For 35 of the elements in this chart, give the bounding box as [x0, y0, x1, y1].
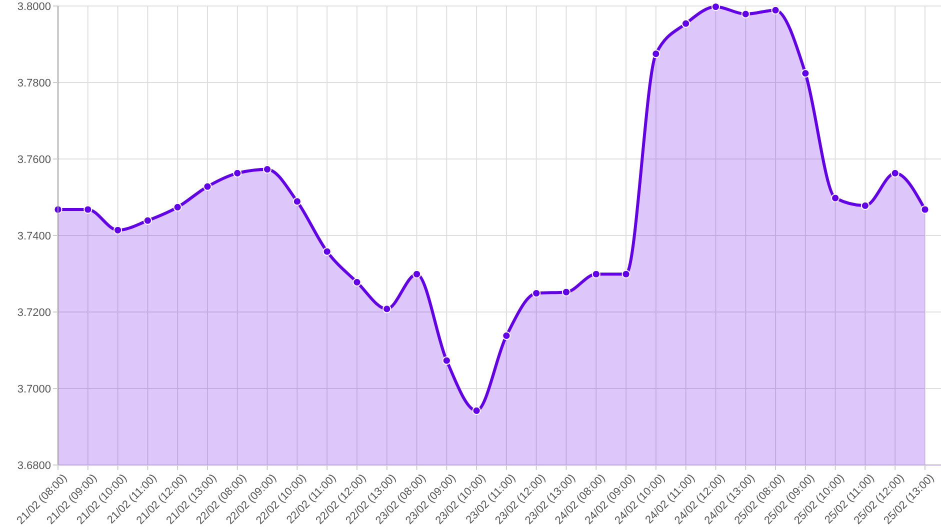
y-tick-label: 3.7200	[17, 306, 51, 319]
point	[622, 270, 630, 278]
point	[113, 226, 122, 234]
point	[860, 201, 870, 210]
y-tick-label: 3.7600	[17, 154, 51, 166]
point	[502, 331, 511, 340]
point	[442, 356, 451, 365]
y-tick-label: 3.7000	[17, 383, 51, 396]
point	[382, 304, 392, 314]
point	[472, 406, 481, 415]
point	[203, 182, 212, 191]
y-tick-label: 3.6800	[17, 460, 51, 472]
point	[652, 50, 660, 58]
point	[143, 216, 152, 225]
point	[562, 288, 571, 296]
point	[352, 278, 362, 286]
y-tick-label: 3.7800	[17, 77, 51, 90]
point	[831, 194, 840, 202]
point	[920, 205, 930, 214]
point	[412, 270, 422, 278]
point	[262, 165, 272, 174]
point	[890, 168, 900, 178]
point	[592, 270, 600, 278]
point	[532, 288, 541, 298]
point	[801, 69, 810, 78]
point	[84, 205, 92, 214]
point	[741, 10, 750, 18]
point	[771, 6, 780, 15]
y-tick-label: 3.8000	[17, 0, 51, 13]
y-tick-label: 3.7400	[17, 230, 51, 242]
point	[233, 168, 242, 178]
point	[173, 202, 182, 212]
point	[322, 247, 332, 256]
point	[682, 19, 690, 28]
point	[292, 197, 302, 206]
